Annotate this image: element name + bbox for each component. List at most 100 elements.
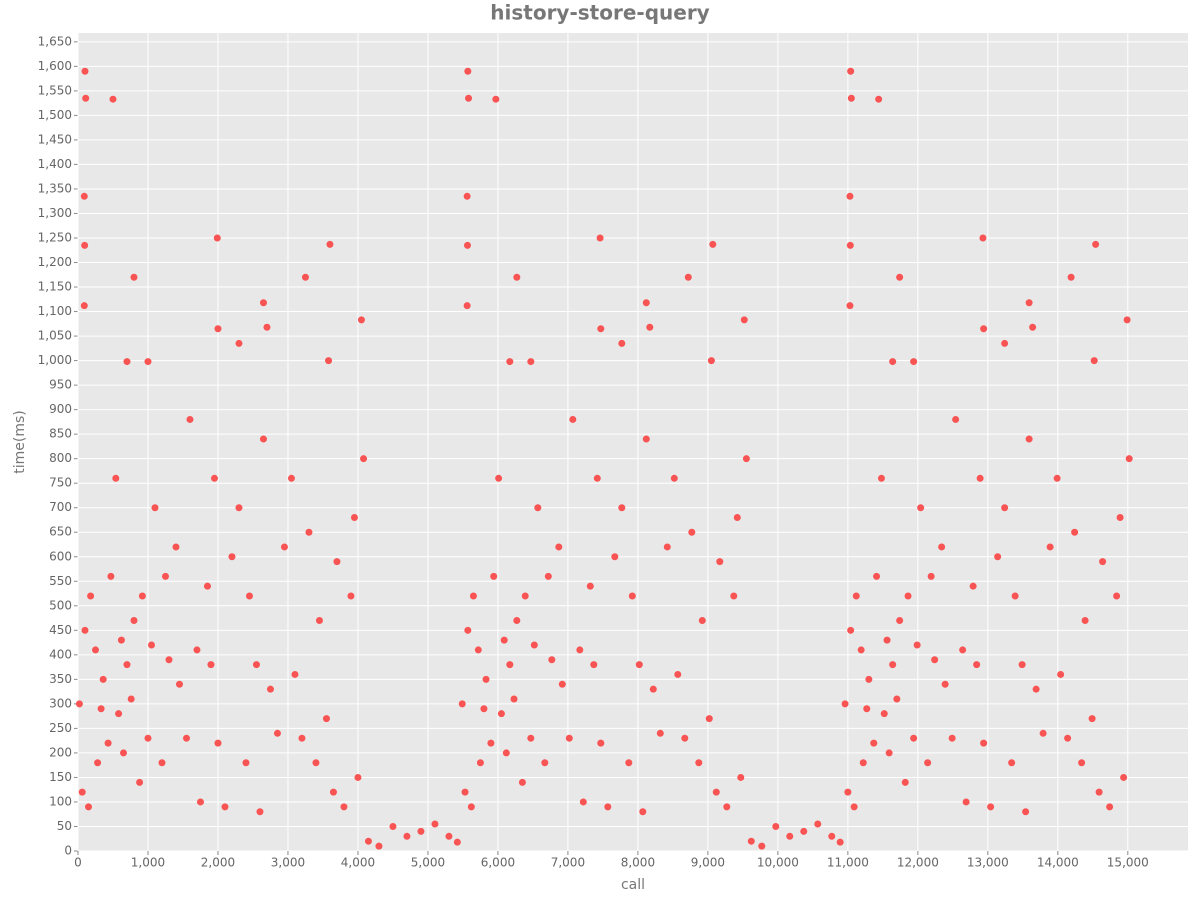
point [681, 734, 689, 742]
point [214, 739, 222, 747]
x-tick-label: 13,000 [967, 856, 1009, 870]
point [604, 803, 612, 811]
point [136, 778, 144, 786]
point [576, 646, 584, 654]
point [80, 302, 88, 310]
point [417, 827, 425, 835]
point [325, 357, 333, 365]
point [497, 710, 505, 718]
y-tick-label: 500 [49, 598, 72, 612]
point [242, 759, 250, 767]
point [1095, 788, 1103, 796]
point [847, 67, 855, 75]
point [880, 710, 888, 718]
point [1116, 514, 1124, 522]
point [513, 273, 521, 281]
point [431, 820, 439, 828]
point [646, 323, 654, 331]
point [357, 316, 365, 324]
point [82, 94, 90, 102]
y-tick-label: 1,050 [38, 329, 72, 343]
point [445, 832, 453, 840]
point [1099, 558, 1107, 566]
point [97, 705, 105, 713]
point [530, 641, 538, 649]
point [506, 358, 514, 366]
point [941, 680, 949, 688]
point [841, 700, 849, 708]
point [639, 808, 647, 816]
point [1001, 504, 1009, 512]
point [952, 415, 960, 423]
x-tick-label: 14,000 [1037, 856, 1079, 870]
point [492, 95, 500, 103]
point [81, 67, 89, 75]
point [221, 803, 229, 811]
point [461, 788, 469, 796]
point [186, 415, 194, 423]
x-tick-label: 0 [74, 856, 82, 870]
point [863, 705, 871, 713]
point [1032, 685, 1040, 693]
point [931, 656, 939, 664]
point [144, 358, 152, 366]
point [555, 543, 563, 551]
point [1046, 543, 1054, 551]
point [924, 759, 932, 767]
point [1106, 803, 1114, 811]
point [1071, 528, 1079, 536]
point [850, 803, 858, 811]
point [84, 803, 92, 811]
point [828, 832, 836, 840]
point [534, 504, 542, 512]
x-tick-label: 2,000 [201, 856, 235, 870]
point [104, 739, 112, 747]
x-tick-label: 10,000 [757, 856, 799, 870]
point [910, 734, 918, 742]
point [994, 553, 1002, 561]
point [959, 646, 967, 654]
point [298, 734, 306, 742]
x-tick-label: 6,000 [481, 856, 515, 870]
point [569, 415, 577, 423]
point [482, 675, 490, 683]
point [904, 592, 912, 600]
point [663, 543, 671, 551]
x-axis-label: call [621, 877, 645, 893]
point [115, 710, 123, 718]
point [256, 808, 264, 816]
y-tick-label: 250 [49, 721, 72, 735]
point [1039, 729, 1047, 737]
point [469, 592, 477, 600]
point [674, 670, 682, 678]
point [506, 661, 514, 669]
point [712, 788, 720, 796]
y-tick-label: 0 [64, 844, 72, 858]
point [117, 636, 125, 644]
point [684, 273, 692, 281]
point [389, 822, 397, 830]
point [642, 299, 650, 307]
point [165, 656, 173, 664]
point [1025, 435, 1033, 443]
point [1125, 455, 1133, 463]
point [875, 95, 883, 103]
point [266, 685, 274, 693]
point [333, 558, 341, 566]
point [870, 739, 878, 747]
point [182, 734, 190, 742]
point [291, 670, 299, 678]
point [758, 842, 766, 850]
point [245, 592, 253, 600]
point [846, 302, 854, 310]
point [1078, 759, 1086, 767]
y-tick-label: 400 [49, 647, 72, 661]
point [94, 759, 102, 767]
point [597, 739, 605, 747]
point [301, 273, 309, 281]
y-tick-label: 200 [49, 745, 72, 759]
point [340, 803, 348, 811]
point [403, 832, 411, 840]
point [889, 661, 897, 669]
